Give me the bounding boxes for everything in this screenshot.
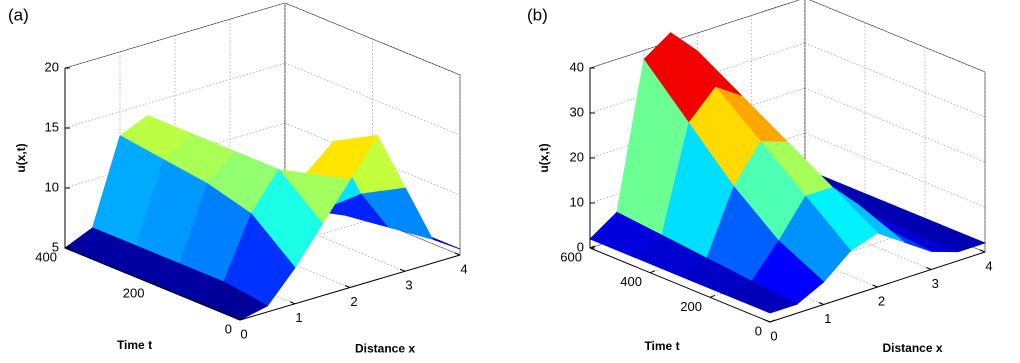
y-tick-label: 400 bbox=[620, 274, 642, 289]
x-axis-label: Distance x bbox=[355, 342, 415, 356]
y-axis-label: Time t bbox=[644, 339, 679, 353]
x-tick-label: 2 bbox=[878, 293, 885, 308]
grid-line bbox=[804, 87, 986, 163]
x-tick-mark bbox=[872, 284, 878, 288]
y-axis bbox=[589, 247, 771, 323]
z-tick-label: 10 bbox=[570, 194, 584, 209]
y-tick-mark bbox=[709, 294, 716, 298]
z-tick-label: 20 bbox=[570, 149, 584, 164]
x-tick-mark bbox=[344, 285, 351, 288]
y-tick-mark bbox=[649, 270, 656, 274]
x-tick-mark bbox=[289, 301, 296, 305]
y-tick-label: 200 bbox=[680, 299, 702, 314]
y-axis-label: Time t bbox=[117, 338, 152, 352]
y-tick-label: 200 bbox=[123, 285, 145, 300]
y-tick-mark bbox=[152, 281, 158, 285]
z-tick-label: 5 bbox=[52, 239, 59, 254]
x-tick-label: 1 bbox=[824, 311, 831, 326]
x-tick-label: 3 bbox=[405, 278, 412, 293]
y-tick-mark bbox=[769, 319, 776, 323]
x-tick-label: 1 bbox=[295, 310, 302, 325]
x-tick-label: 3 bbox=[932, 276, 939, 291]
y-tick-label: 0 bbox=[755, 323, 762, 338]
x-tick-mark bbox=[979, 249, 986, 253]
y-tick-label: 0 bbox=[225, 321, 232, 336]
x-tick-label: 2 bbox=[350, 294, 357, 309]
panel-label: (b) bbox=[527, 5, 548, 24]
z-axis-label: u(x,t) bbox=[537, 143, 551, 172]
z-tick-label: 0 bbox=[577, 239, 584, 254]
grid-line bbox=[808, 0, 986, 73]
z-tick-label: 40 bbox=[570, 59, 584, 74]
x-tick-mark bbox=[454, 252, 461, 256]
x-tick-label: 4 bbox=[985, 258, 992, 273]
grid-line bbox=[804, 42, 986, 118]
grid-line bbox=[804, 132, 986, 208]
x-tick-mark bbox=[399, 268, 406, 272]
x-tick-mark bbox=[764, 319, 771, 323]
y-tick-mark bbox=[589, 245, 596, 249]
x-tick-label: 0 bbox=[240, 326, 247, 341]
z-tick-label: 30 bbox=[570, 104, 584, 119]
x-tick-label: 0 bbox=[770, 328, 777, 343]
z-tick-label: 20 bbox=[45, 59, 59, 74]
x-tick-label: 4 bbox=[460, 261, 467, 276]
y-tick-label: 400 bbox=[35, 249, 57, 264]
y-tick-mark bbox=[239, 317, 246, 321]
z-tick-label: 15 bbox=[45, 119, 59, 134]
x-axis-label: Distance x bbox=[882, 341, 942, 355]
z-tick-label: 10 bbox=[45, 179, 59, 194]
y-tick-label: 600 bbox=[560, 249, 582, 264]
x-tick-mark bbox=[818, 302, 824, 305]
z-axis-label: u(x,t) bbox=[14, 143, 28, 172]
panel-label: (a) bbox=[8, 5, 29, 24]
y-tick-mark bbox=[64, 245, 71, 249]
surface-facet bbox=[724, 280, 798, 314]
x-tick-mark bbox=[926, 267, 932, 270]
x-tick-mark bbox=[234, 317, 241, 321]
